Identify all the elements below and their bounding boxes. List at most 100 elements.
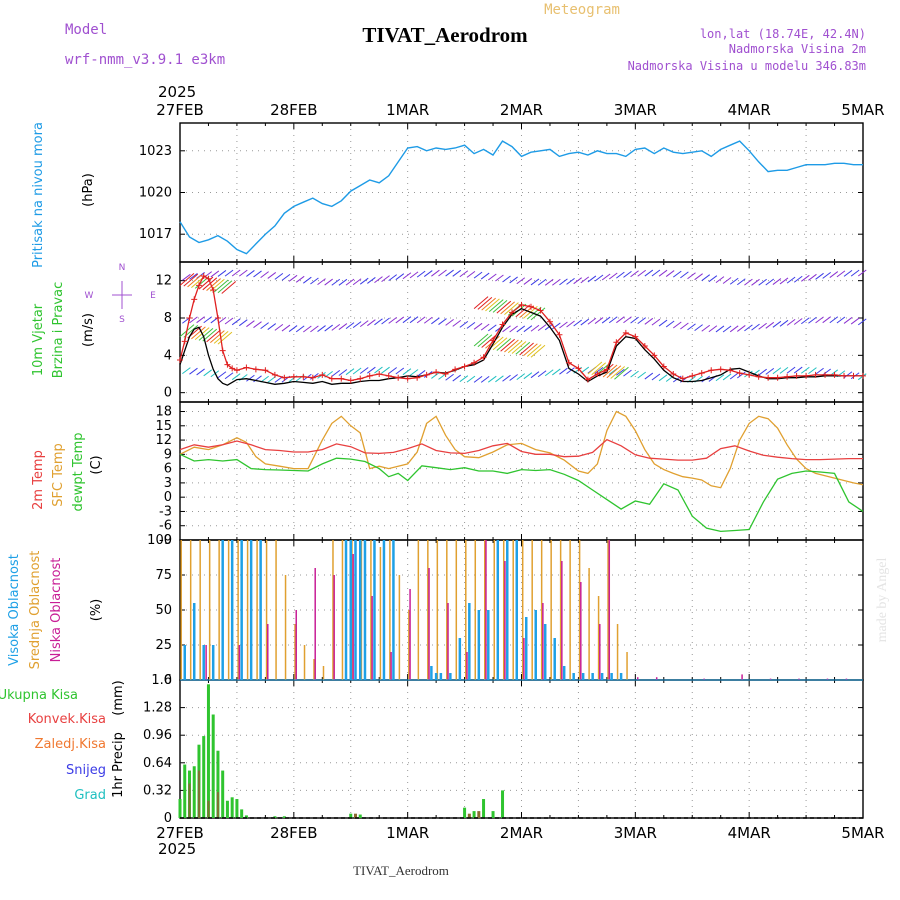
wind-barb	[672, 321, 682, 329]
wind-speed-marker	[727, 367, 734, 374]
wind-barb-strong	[507, 340, 523, 354]
wind-barb	[744, 370, 753, 378]
total-rain-bar	[178, 799, 182, 818]
precip-ytick-label: 0.96	[143, 728, 172, 743]
wind-barb	[537, 324, 547, 332]
total-rain-bar	[282, 816, 286, 818]
temp-unit: (C)	[89, 455, 104, 474]
wind-barb	[445, 269, 454, 277]
wind-barb	[395, 367, 405, 375]
wind-barb	[801, 317, 810, 325]
wind-barb	[395, 273, 405, 281]
wind-speed-marker	[229, 365, 236, 372]
wind-speed-marker	[195, 282, 202, 289]
cloud-ytick-label: 25	[155, 638, 172, 653]
wind-barb	[238, 319, 248, 327]
wind-barb	[374, 318, 383, 326]
gust-line	[179, 307, 863, 386]
temperature-ytick-label: -3	[159, 504, 172, 519]
sfc-temp-label: SFC Temp	[51, 443, 66, 507]
wind-speed-marker	[461, 363, 468, 370]
wind-speed-marker	[442, 371, 449, 377]
wind-barb	[701, 324, 711, 332]
wind-barb-strong	[500, 338, 515, 352]
wind-barb	[850, 269, 860, 277]
wind-barb-strong	[473, 296, 489, 310]
compass-east: E	[150, 291, 156, 301]
wind-barb	[651, 373, 661, 381]
wind-barb	[552, 322, 561, 330]
wind-barb-strong	[202, 328, 218, 342]
wind-barb	[722, 277, 732, 284]
wind-barb	[231, 269, 241, 277]
wind-barb	[423, 270, 433, 277]
wind-barb-strong	[530, 307, 546, 321]
compass-west: W	[85, 291, 94, 301]
model-name: wrf-nmm_v3.9.1 e3km	[65, 52, 225, 68]
wind-barb	[552, 278, 561, 286]
page-title: TIVAT_Aerodrom	[362, 23, 528, 47]
wind-barb	[367, 277, 376, 284]
wind-barb	[793, 366, 803, 374]
precip-unit: (mm)	[111, 680, 126, 715]
wind-speed-marker	[537, 307, 544, 314]
wind-barb	[459, 375, 469, 383]
wind-speed-marker	[708, 367, 715, 374]
temperature-ytick-label: 9	[164, 447, 172, 462]
wind-barb	[772, 278, 782, 285]
temp2m-label: 2m Temp	[31, 450, 46, 510]
wind-barb-strong	[602, 364, 618, 378]
x-label-bottom: 5MAR	[841, 824, 884, 842]
wind-barb	[367, 319, 376, 327]
dewpt-temp-label: dewpt Temp	[71, 432, 86, 511]
wind-barb	[238, 269, 248, 277]
wind-barb-strong	[500, 301, 515, 315]
conv-rain-bar	[216, 792, 219, 818]
wind-barb	[722, 373, 732, 381]
x-label-top: 3MAR	[614, 101, 657, 119]
x-label-top: 4MAR	[728, 101, 771, 119]
wind-speed-marker	[774, 374, 781, 381]
wind-barb	[708, 325, 718, 333]
wind-barb-strong	[526, 344, 542, 357]
wind-barb	[182, 367, 191, 375]
wind-barb-strong	[587, 361, 603, 375]
wind-barb	[487, 375, 497, 383]
x-label-bottom: 28FEB	[270, 824, 317, 842]
wind-barb	[260, 322, 269, 330]
wind-speed-marker	[556, 331, 563, 338]
wind-barb	[815, 367, 824, 375]
compass-icon: N S E W	[85, 263, 157, 325]
temperature-ytick-label: 18	[155, 405, 172, 420]
wind-barb	[509, 276, 518, 284]
wind-barb	[224, 269, 234, 277]
wind-barb	[331, 370, 341, 377]
wind-barb	[182, 273, 191, 281]
wind-barb	[744, 278, 753, 286]
wind-barb	[658, 374, 668, 382]
temperature-ytick-label: -6	[159, 519, 172, 534]
x-label-bottom: 3MAR	[614, 824, 657, 842]
wind-speed-marker	[860, 372, 866, 379]
wind-barb	[352, 367, 362, 375]
wind-barb	[480, 375, 490, 383]
wind-speed-marker	[784, 373, 791, 380]
wind-barb	[466, 270, 476, 278]
wind-barb	[196, 316, 205, 324]
wind-barb	[303, 276, 312, 284]
wind-barb	[665, 270, 675, 277]
wind-barb	[566, 277, 575, 285]
wind-barb	[779, 277, 789, 285]
wind-barb	[822, 271, 831, 279]
wind-speed-marker	[290, 373, 297, 380]
wind-speed-marker	[205, 275, 212, 282]
wind-barb	[523, 372, 533, 380]
wind-barb	[338, 278, 348, 286]
wind-speed-marker	[210, 287, 217, 293]
wind-barb	[445, 373, 454, 381]
wind-barb	[416, 316, 426, 324]
total-rain-bar	[216, 750, 220, 818]
coords: lon,lat (18.74E, 42.4N)	[700, 27, 866, 41]
wind-barb-strong	[496, 300, 512, 314]
wind-barb	[452, 319, 462, 327]
